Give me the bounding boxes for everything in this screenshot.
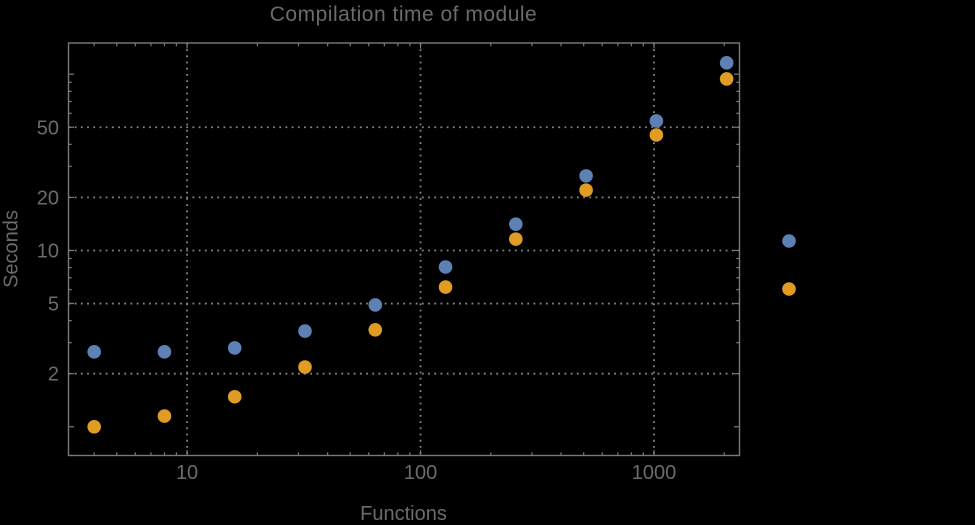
data-point-series-2 — [649, 128, 664, 142]
data-points-series-2 — [87, 72, 734, 434]
y-tick-label: 50 — [37, 117, 59, 139]
data-point-series-2 — [579, 183, 593, 197]
data-point-series-1 — [719, 56, 734, 70]
y-tick-label: 20 — [37, 187, 59, 209]
data-point-series-1 — [298, 324, 312, 338]
legend-marker-series-2 — [782, 282, 796, 296]
y-tick-labels: 2 5 10 20 50 — [37, 117, 59, 385]
data-point-series-2 — [227, 389, 242, 404]
y-tick-label: 2 — [48, 364, 59, 386]
x-axis-label: Functions — [360, 503, 447, 525]
x-gridlines — [186, 43, 655, 456]
data-point-series-1 — [579, 169, 593, 183]
data-point-series-2 — [719, 72, 734, 86]
data-point-series-1 — [87, 345, 101, 359]
x-tick-label: 100 — [404, 462, 437, 484]
y-axis-ticks — [68, 73, 740, 428]
data-point-series-2 — [298, 360, 312, 374]
x-axis-ticks — [93, 43, 725, 456]
plot-frame — [67, 42, 741, 457]
y-axis-label: Seconds — [0, 210, 23, 288]
chart-title: Compilation time of module — [269, 3, 538, 26]
x-tick-label: 1000 — [632, 462, 677, 484]
data-point-series-1 — [157, 345, 172, 359]
data-point-series-2 — [368, 322, 383, 337]
data-points-series-1 — [87, 56, 734, 359]
data-point-series-2 — [87, 419, 101, 434]
y-tick-label: 5 — [48, 294, 59, 316]
y-gridlines — [68, 126, 740, 375]
data-point-series-2 — [438, 280, 453, 294]
data-point-series-2 — [157, 409, 172, 423]
x-tick-labels: 10 100 1000 — [176, 462, 676, 484]
x-tick-label: 10 — [176, 462, 198, 484]
legend — [782, 234, 796, 296]
data-point-series-1 — [438, 260, 453, 274]
data-point-series-2 — [509, 232, 523, 246]
data-point-series-1 — [649, 114, 664, 128]
legend-marker-series-1 — [782, 234, 796, 248]
y-tick-label: 10 — [37, 240, 59, 262]
data-point-series-1 — [368, 298, 383, 312]
data-point-series-1 — [227, 341, 242, 355]
data-point-series-1 — [509, 217, 523, 231]
